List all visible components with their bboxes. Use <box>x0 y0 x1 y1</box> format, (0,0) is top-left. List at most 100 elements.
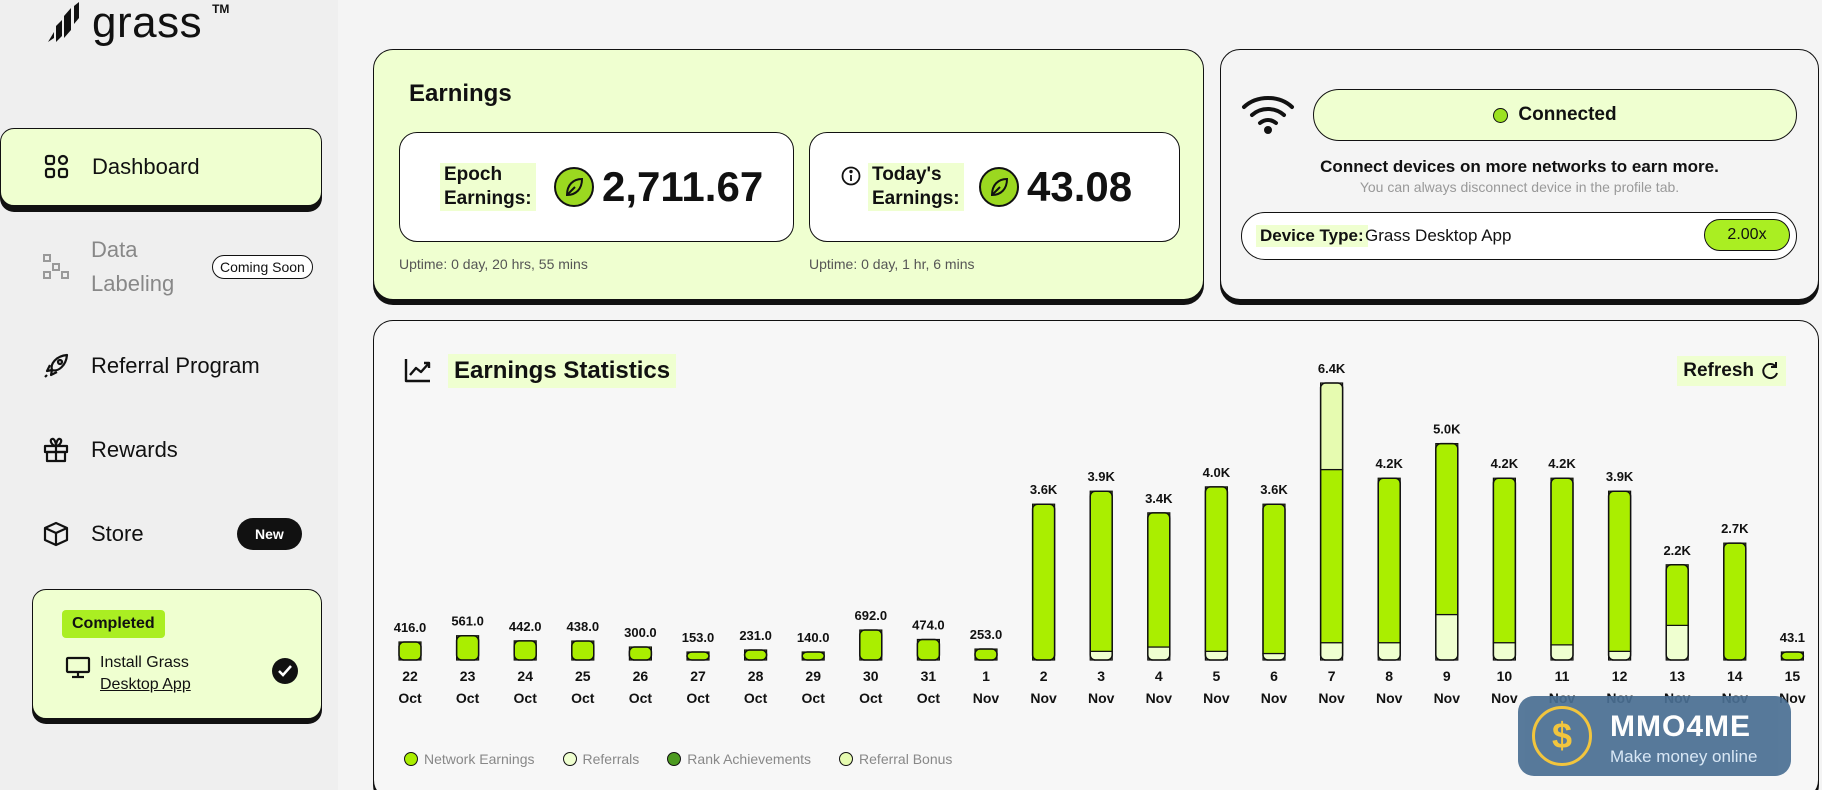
x-tick-month: Oct <box>571 690 595 706</box>
logo-text: grass <box>92 0 203 47</box>
bar-value-label: 442.0 <box>509 619 542 634</box>
bar-outline <box>801 651 825 661</box>
todays-label-line2: Earnings: <box>872 188 960 209</box>
bar-outline <box>571 640 595 661</box>
bar-value-label: 153.0 <box>682 630 715 645</box>
wifi-icon <box>1241 94 1295 139</box>
bar-segment <box>1319 468 1344 644</box>
sidebar-item-dashboard[interactable]: Dashboard <box>0 128 322 206</box>
gift-icon <box>42 436 70 464</box>
sidebar-item-rewards[interactable]: Rewards <box>0 430 322 470</box>
grass-logo[interactable]: grass TM <box>44 0 229 46</box>
bar-outline <box>1665 564 1689 661</box>
x-tick-day: 13 <box>1669 668 1685 684</box>
bar-value-label: 253.0 <box>970 627 1003 642</box>
bar-segment <box>744 649 768 661</box>
watermark-title: MMO4ME <box>1610 710 1751 743</box>
x-tick-day: 1 <box>982 668 990 684</box>
x-tick-month: Nov <box>1434 690 1461 706</box>
bar-value-label: 692.0 <box>855 608 888 623</box>
x-tick-day: 4 <box>1155 668 1163 684</box>
grass-coin-icon <box>554 167 594 207</box>
x-tick-day: 2 <box>1040 668 1048 684</box>
bar-value-label: 561.0 <box>451 614 484 629</box>
bar-segment <box>1780 651 1805 661</box>
desktop-app-link[interactable]: Desktop App <box>100 676 191 693</box>
x-tick-day: 6 <box>1270 668 1278 684</box>
bar-value-label: 3.9K <box>1606 469 1634 484</box>
refresh-icon <box>1762 362 1778 380</box>
x-tick-day: 27 <box>690 668 706 684</box>
earnings-chart: 416.022Oct561.023Oct442.024Oct438.025Oct… <box>394 361 1806 706</box>
x-tick-day: 10 <box>1497 668 1513 684</box>
bar-segment <box>1665 564 1689 626</box>
bar-segment <box>1031 503 1056 661</box>
bar-outline <box>916 638 941 661</box>
task-text: Install Grass <box>100 654 189 671</box>
bar-outline <box>1319 382 1344 661</box>
bar-outline <box>743 649 768 661</box>
bar-segment <box>1607 490 1632 652</box>
legend-item[interactable]: Network Earnings <box>404 751 535 767</box>
bar-value-label: 140.0 <box>797 630 830 645</box>
bar-value-label: 3.6K <box>1030 482 1058 497</box>
x-tick-day: 31 <box>921 668 937 684</box>
bar-segment <box>1377 642 1401 661</box>
install-task-card: Completed Install Grass Desktop App <box>32 589 322 719</box>
bar-value-label: 438.0 <box>567 619 600 634</box>
x-tick-month: Nov <box>973 690 1000 706</box>
x-tick-month: Oct <box>859 690 883 706</box>
bar-segment <box>1723 542 1747 661</box>
epoch-label-line1: Epoch <box>444 164 503 185</box>
bar-value-label: 300.0 <box>624 625 657 640</box>
x-tick-month: Nov <box>1030 690 1057 706</box>
sidebar-item-data-labeling[interactable]: Data Labeling Coming Soon <box>0 232 322 302</box>
epoch-earnings-box: Epoch Earnings: 2,711.67 <box>399 132 794 242</box>
x-tick-month: Nov <box>1318 690 1345 706</box>
x-tick-day: 14 <box>1727 668 1743 684</box>
sidebar-item-label: Store <box>91 521 144 546</box>
sidebar-item-label: Dashboard <box>92 154 200 179</box>
x-tick-month: Nov <box>1491 690 1518 706</box>
connection-status-pill: Connected <box>1313 89 1797 141</box>
x-tick-day: 5 <box>1213 668 1221 684</box>
legend-label: Rank Achievements <box>687 751 812 767</box>
device-type-row: Device Type: Grass Desktop App 2.00x <box>1241 212 1797 260</box>
bar-outline <box>974 648 998 661</box>
x-tick-day: 28 <box>748 668 764 684</box>
bar-outline <box>1607 490 1632 661</box>
legend-item[interactable]: Referral Bonus <box>839 751 952 767</box>
legend-dot <box>562 752 577 766</box>
earnings-title: Earnings <box>409 80 512 107</box>
bar-value-label: 3.6K <box>1260 482 1288 497</box>
info-icon[interactable] <box>841 166 861 191</box>
epoch-earnings-value: 2,711.67 <box>602 163 764 210</box>
bar-outline <box>1089 490 1113 661</box>
legend-item[interactable]: Rank Achievements <box>667 751 811 767</box>
completed-badge: Completed <box>62 610 165 638</box>
refresh-button[interactable]: Refresh <box>1677 356 1786 386</box>
x-tick-month: Oct <box>398 690 422 706</box>
rocket-icon <box>42 352 70 380</box>
bar-outline <box>686 651 710 661</box>
bar-value-label: 474.0 <box>912 617 945 632</box>
bar-outline <box>398 641 422 661</box>
bar-outline <box>1435 442 1459 661</box>
bar-segment <box>1665 624 1689 661</box>
legend-item[interactable]: Referrals <box>562 751 639 767</box>
bar-outline <box>1377 477 1401 661</box>
bar-segment <box>1147 646 1171 661</box>
bar-value-label: 5.0K <box>1433 422 1461 437</box>
bar-outline <box>1031 503 1056 661</box>
bar-segment <box>1435 613 1459 661</box>
bar-segment <box>513 640 537 661</box>
epoch-uptime: Uptime: 0 day, 20 hrs, 55 mins <box>399 256 588 272</box>
trending-up-icon <box>404 357 432 388</box>
sidebar-item-store[interactable]: Store New <box>0 514 322 554</box>
new-badge: New <box>237 518 302 550</box>
bar-segment <box>1435 442 1459 616</box>
bar-segment <box>1319 642 1344 661</box>
bar-segment <box>1204 650 1229 661</box>
bar-outline <box>1204 486 1229 661</box>
sidebar-item-referral-program[interactable]: Referral Program <box>0 346 322 386</box>
